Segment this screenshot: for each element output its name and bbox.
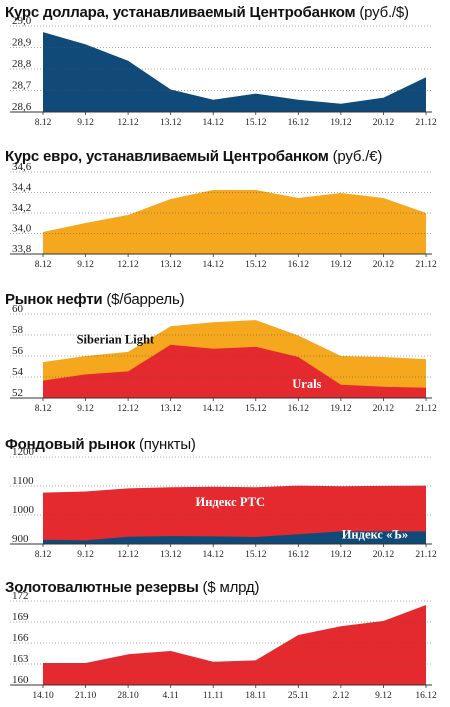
x-tick-label: 21.12 (415, 550, 437, 560)
eur-panel: Курс евро, устанавливаемый Центробанком … (0, 138, 450, 284)
series-label: Siberian Light (77, 333, 155, 347)
x-tick-label: 8.12 (35, 404, 52, 414)
x-tick-label: 13.12 (160, 404, 182, 414)
y-tick-label: 900 (12, 533, 29, 545)
x-tick-label: 28.10 (117, 691, 139, 701)
oil-chart: 60 58 56 54 52 8.12 9.12 12.12 13.12 14.12 15.12 16… (10, 303, 437, 414)
x-tick-label: 9.12 (375, 691, 392, 701)
x-tick-label: 20.12 (373, 404, 395, 414)
x-tick-label: 12.12 (117, 260, 139, 270)
x-tick-label: 12.12 (117, 550, 139, 560)
x-tick-label: 19.12 (330, 404, 352, 414)
oil-panel: Рынок нефти ($/баррель) 60 58 56 54 52 8.12 9.… (0, 284, 450, 428)
x-tick-label: 14.12 (203, 550, 225, 560)
x-tick-label: 11.11 (203, 691, 224, 701)
x-tick-label: 16.12 (288, 118, 310, 128)
x-tick-label: 19.12 (330, 118, 352, 128)
x-tick-label: 15.12 (245, 550, 267, 560)
y-tick-label: 34,4 (12, 182, 32, 194)
series-area-1 (43, 344, 426, 398)
x-tick-label: 20.12 (373, 260, 395, 270)
series-area-1 (43, 531, 426, 544)
x-tick-label: 25.11 (288, 691, 309, 701)
y-tick-label: 34,6 (12, 161, 32, 173)
x-tick-label: 12.12 (117, 404, 139, 414)
x-tick-label: 16.12 (288, 550, 310, 560)
eur-title: Курс евро, устанавливаемый Центробанком … (5, 148, 383, 165)
stock-chart: 1200 1100 1000 900 8.12 9.12 12.12 13.12 14.12 15… (10, 446, 437, 560)
y-tick-label: 160 (12, 674, 29, 686)
usd-title: Курс доллара, устанавливаемый Центробанк… (5, 4, 409, 21)
y-tick-label: 163 (12, 653, 29, 665)
y-tick-label: 34,0 (12, 223, 32, 235)
y-tick-label: 28,7 (12, 80, 32, 92)
x-tick-label: 16.12 (288, 404, 310, 414)
y-tick-label: 1200 (12, 446, 35, 458)
y-tick-label: 28,9 (12, 37, 32, 49)
y-tick-label: 172 (12, 590, 29, 602)
reserves-panel: Золотовалютные резервы ($ млрд) 172 169 16… (0, 574, 450, 707)
x-tick-label: 12.12 (117, 118, 139, 128)
series-area-0 (43, 32, 426, 112)
x-tick-label: 15.12 (245, 260, 267, 270)
series-area-0 (43, 605, 426, 685)
eur-chart: 34,6 34,4 34,2 34,0 33,88.12 9.12 12.12 13.12 14… (10, 161, 437, 270)
usd-chart: 29,0 28,9 28,8 28,7 28,68.12 9.12 12.12 13.12 14… (10, 15, 437, 128)
x-tick-label: 18.11 (245, 691, 266, 701)
x-tick-label: 21.12 (415, 118, 437, 128)
y-tick-label: 169 (12, 611, 29, 623)
oil-title: Рынок нефти ($/баррель) (5, 291, 185, 308)
y-tick-label: 60 (12, 303, 24, 315)
x-tick-label: 19.12 (330, 550, 352, 560)
x-tick-label: 9.12 (77, 260, 94, 270)
x-tick-label: 14.10 (32, 691, 54, 701)
y-tick-label: 58 (12, 324, 24, 336)
usd-panel: Курс доллара, устанавливаемый Центробанк… (0, 0, 450, 138)
x-tick-label: 19.12 (330, 260, 352, 270)
y-tick-label: 52 (12, 387, 23, 399)
series-label: Индекс РТС (195, 495, 265, 509)
x-tick-label: 8.12 (35, 260, 52, 270)
y-tick-label: 54 (12, 366, 24, 378)
stock-title: Фондовый рынок (пункты) (5, 436, 196, 453)
y-tick-label: 1100 (12, 475, 34, 487)
x-tick-label: 13.12 (160, 260, 182, 270)
x-tick-label: 9.12 (77, 404, 94, 414)
y-tick-label: 1000 (12, 504, 35, 516)
y-tick-label: 56 (12, 345, 24, 357)
x-tick-label: 14.12 (203, 260, 225, 270)
series-label: Индекс «Ъ» (342, 528, 408, 542)
stock-panel: Фондовый рынок (пункты) 1200 1100 1000 900 8… (0, 428, 450, 574)
series-area-0 (43, 485, 426, 544)
reserves-title: Золотовалютные резервы ($ млрд) (5, 579, 260, 596)
x-tick-label: 14.12 (203, 118, 225, 128)
x-tick-label: 15.12 (245, 404, 267, 414)
series-label: Urals (292, 377, 321, 391)
x-tick-label: 2.12 (333, 691, 350, 701)
x-tick-label: 15.12 (245, 118, 267, 128)
x-tick-label: 8.12 (35, 118, 52, 128)
x-tick-label: 14.12 (203, 404, 225, 414)
x-tick-label: 13.12 (160, 550, 182, 560)
x-tick-label: 20.12 (373, 118, 395, 128)
x-tick-label: 21.12 (415, 404, 437, 414)
x-tick-label: 16.12 (415, 691, 437, 701)
x-tick-label: 20.12 (373, 550, 395, 560)
x-tick-label: 21.12 (415, 260, 437, 270)
x-tick-label: 9.12 (77, 550, 94, 560)
x-tick-label: 13.12 (160, 118, 182, 128)
y-tick-label: 166 (12, 632, 29, 644)
x-tick-label: 8.12 (35, 550, 52, 560)
y-tick-label: 33,8 (12, 243, 32, 255)
x-tick-label: 16.12 (288, 260, 310, 270)
y-tick-label: 28,6 (12, 101, 32, 113)
y-tick-label: 28,8 (12, 58, 32, 70)
x-tick-label: 9.12 (77, 118, 94, 128)
y-tick-label: 34,2 (12, 202, 31, 214)
x-tick-label: 4.11 (163, 691, 180, 701)
series-area-0 (43, 190, 426, 254)
x-tick-label: 21.10 (75, 691, 97, 701)
y-tick-label: 29,0 (12, 15, 32, 27)
